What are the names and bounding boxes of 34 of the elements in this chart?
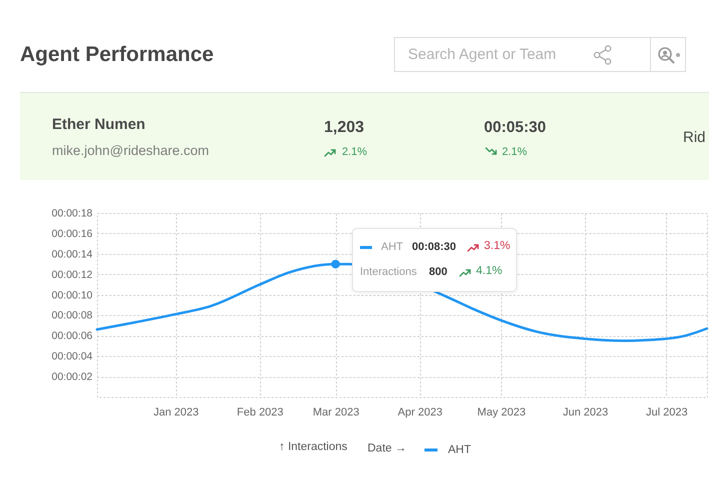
text: ↑ Interactions (279, 441, 348, 454)
annotation: 00:08:30 (412, 240, 456, 252)
x-tick-label: May 2023 (477, 406, 526, 418)
text: 1,203 (324, 119, 364, 136)
text: Search Agent or Team (408, 46, 556, 63)
text: 2.1% (342, 146, 368, 158)
x-tick-label: Jan 2023 (153, 406, 199, 418)
text: 2.1% (502, 146, 528, 158)
y-tick-label: 00:00:18 (52, 208, 93, 220)
annotation: 3.1% (484, 240, 510, 252)
annotation: Interactions (360, 266, 417, 278)
text: Rid (683, 129, 706, 146)
y-tick-label: 00:00:04 (52, 350, 93, 363)
y-tick-label: 00:00:06 (52, 330, 93, 342)
x-tick-label: Feb 2023 (236, 406, 284, 418)
y-tick-label: 00:00:16 (52, 228, 93, 240)
text: mike.john@rideshare.com (52, 143, 210, 158)
chart-title: Agent Performance (20, 43, 214, 66)
x-axis-title: Date → (368, 442, 406, 454)
x-tick-label: Jul 2023 (646, 406, 688, 418)
y-tick-label: 00:00:10 (52, 289, 93, 302)
x-tick-label: Apr 2023 (398, 406, 442, 418)
y-tick-label: 00:00:08 (52, 310, 93, 322)
annotation: AHT (381, 240, 403, 252)
x-tick-label: Jun 2023 (562, 406, 608, 418)
text: 00:05:30 (484, 119, 546, 136)
y-tick-label: 00:00:14 (52, 248, 93, 260)
legend-label: AHT (448, 444, 471, 456)
annotation: 800 (429, 266, 448, 278)
annotation: 4.1% (476, 265, 502, 278)
y-tick-label: 00:00:12 (52, 268, 93, 281)
text: Ether Numen (52, 116, 146, 133)
x-tick-label: Mar 2023 (312, 406, 360, 418)
y-tick-label: 00:00:02 (52, 371, 93, 384)
